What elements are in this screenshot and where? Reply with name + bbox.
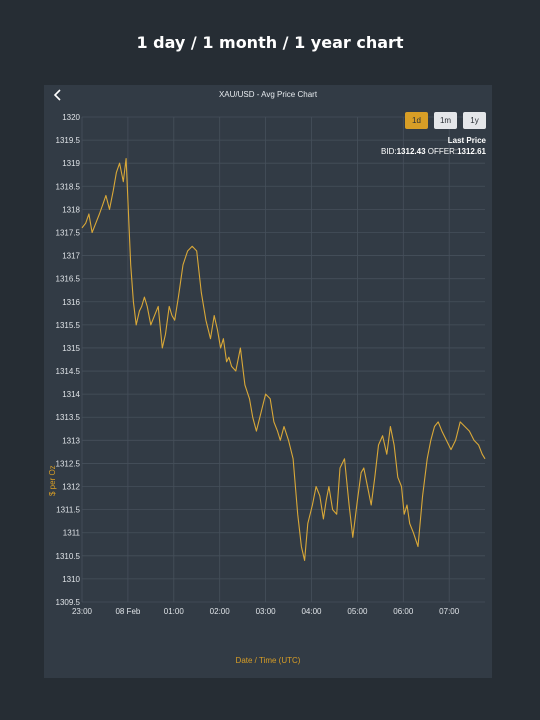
y-tick-label: 1315.5 <box>56 321 81 330</box>
y-tick-label: 1314.5 <box>56 367 81 376</box>
y-tick-label: 1317 <box>62 252 80 261</box>
bid-label: BID: <box>381 147 397 156</box>
bid-offer-quote: BID:1312.43 OFFER:1312.61 <box>381 147 486 156</box>
y-tick-label: 1310 <box>62 575 80 584</box>
price-chart: 1309.5 1310 1310.5 1311 1311.5 1312 1312.5 1313… <box>56 113 486 616</box>
y-tick-label: 1319 <box>62 159 80 168</box>
y-tick-label: 1310.5 <box>56 552 81 561</box>
y-tick-label: 1311 <box>63 529 81 538</box>
page-heading: 1 day / 1 month / 1 year chart <box>136 33 404 52</box>
y-axis-title: $ per Oz <box>45 465 59 496</box>
y-tick-label: 1320 <box>62 113 80 122</box>
x-axis-title: Date / Time (UTC) <box>235 656 301 665</box>
x-tick-label: 05:00 <box>347 607 368 616</box>
y-tick-label: 1312.5 <box>56 459 81 468</box>
y-tick-label: 1319.5 <box>56 136 81 145</box>
price-series-line <box>81 158 486 561</box>
x-tick-label: 06:00 <box>393 607 414 616</box>
y-tick-label: 1314 <box>62 390 80 399</box>
panel-title: XAU/USD - Avg Price Chart <box>218 90 318 99</box>
x-tick-label: 03:00 <box>256 607 277 616</box>
x-tick-label: 01:00 <box>164 607 185 616</box>
x-tick-label: 04:00 <box>301 607 322 616</box>
y-tick-label: 1318 <box>62 205 80 214</box>
range-button-1y[interactable]: 1y <box>463 112 486 129</box>
y-tick-label: 1316.5 <box>56 275 81 284</box>
bid-value: 1312.43 <box>396 147 426 156</box>
chevron-left-icon[interactable] <box>50 87 66 103</box>
y-tick-label: 1311.5 <box>56 506 80 515</box>
x-tick-label: 02:00 <box>210 607 231 616</box>
y-tick-label: 1313 <box>62 436 80 445</box>
range-button-1m[interactable]: 1m <box>434 112 457 129</box>
last-price-label: Last Price <box>447 136 486 145</box>
panel-header: XAU/USD - Avg Price Chart <box>44 85 492 105</box>
chart-panel: XAU/USD - Avg Price Chart 1309.5 1310 1310… <box>44 85 492 678</box>
offer-value: 1312.61 <box>457 147 486 156</box>
y-tick-label: 1315 <box>62 344 80 353</box>
x-tick-label: 08 Feb <box>115 607 140 616</box>
y-tick-label: 1317.5 <box>56 228 81 237</box>
offer-label: OFFER: <box>425 147 458 156</box>
y-tick-label: 1313.5 <box>56 413 81 422</box>
range-button-1d[interactable]: 1d <box>405 112 428 129</box>
y-tick-label: 1309.5 <box>56 598 81 607</box>
x-tick-label: 07:00 <box>439 607 460 616</box>
y-tick-label: 1312 <box>62 483 80 492</box>
x-tick-label: 23:00 <box>72 607 93 616</box>
y-tick-label: 1316 <box>62 298 80 307</box>
y-tick-label: 1318.5 <box>56 182 81 191</box>
y-axis-title-text: $ per Oz <box>48 465 57 496</box>
